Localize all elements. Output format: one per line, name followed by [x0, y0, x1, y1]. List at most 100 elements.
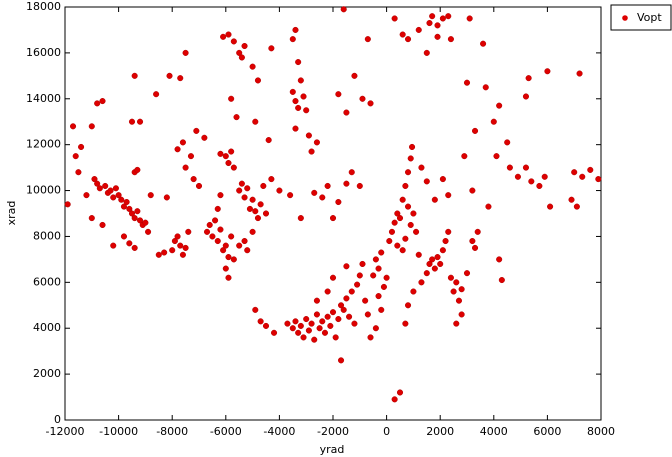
point	[136, 217, 144, 224]
y-tick-label: 14000	[26, 92, 61, 105]
point	[391, 396, 398, 403]
x-tick-label: 6000	[533, 425, 561, 438]
point	[128, 210, 136, 217]
point	[311, 189, 318, 196]
point	[190, 176, 197, 183]
point	[485, 203, 492, 210]
point	[319, 194, 326, 201]
point	[297, 322, 304, 329]
point	[335, 315, 342, 323]
point	[305, 132, 312, 139]
point	[528, 178, 535, 185]
point	[262, 210, 270, 217]
point	[480, 40, 487, 47]
legend-marker	[622, 15, 628, 21]
point	[254, 215, 262, 222]
point	[179, 251, 186, 258]
point	[228, 95, 235, 102]
point	[356, 272, 363, 279]
point	[206, 221, 213, 229]
point	[236, 49, 243, 56]
point	[161, 249, 168, 256]
point	[327, 322, 334, 329]
point	[249, 228, 256, 235]
point	[262, 322, 270, 329]
point	[292, 125, 299, 132]
x-tick-label: -6000	[210, 425, 242, 438]
y-tick-label: 16000	[26, 46, 61, 59]
point	[94, 100, 101, 107]
point	[461, 153, 468, 160]
point	[305, 327, 312, 334]
legend: Vopt	[610, 4, 672, 31]
point	[466, 15, 473, 22]
point	[324, 313, 331, 320]
point	[217, 150, 224, 157]
point	[220, 33, 227, 40]
point	[78, 143, 85, 151]
point	[115, 192, 122, 199]
point	[182, 244, 189, 251]
point	[423, 49, 430, 56]
point	[217, 192, 224, 199]
point	[364, 311, 371, 318]
x-tick-label: -12000	[46, 425, 85, 438]
point	[404, 36, 412, 43]
point	[276, 187, 283, 194]
point	[351, 72, 358, 79]
point	[364, 36, 371, 43]
point	[126, 240, 133, 247]
y-tick-label: 8000	[33, 229, 61, 242]
point	[303, 107, 310, 114]
point	[547, 203, 554, 210]
point	[434, 22, 441, 29]
point	[257, 201, 264, 208]
point	[346, 313, 353, 320]
point	[88, 123, 95, 130]
point	[217, 226, 224, 233]
y-tick-label: 4000	[33, 321, 61, 334]
point	[228, 148, 235, 155]
point	[295, 104, 302, 112]
point	[236, 242, 243, 249]
point	[482, 84, 489, 91]
point	[313, 311, 320, 318]
x-axis-label: yrad	[320, 443, 345, 456]
point	[252, 208, 259, 215]
point	[399, 196, 406, 203]
point	[354, 281, 361, 288]
point	[147, 192, 154, 199]
legend-box	[610, 4, 672, 31]
point	[222, 242, 229, 249]
point	[316, 325, 323, 332]
legend-label: Vopt	[637, 11, 662, 24]
x-tick-label: -2000	[317, 425, 349, 438]
point	[453, 279, 460, 286]
x-tick-label: 4000	[480, 425, 508, 438]
point	[166, 72, 173, 79]
point	[91, 176, 98, 183]
point	[394, 242, 401, 249]
point	[335, 91, 342, 98]
point	[134, 166, 141, 173]
point	[359, 260, 366, 268]
point	[573, 203, 580, 210]
point	[110, 242, 117, 249]
y-tick-label: 10000	[26, 184, 61, 197]
point	[268, 176, 275, 183]
point	[131, 215, 138, 222]
point	[321, 329, 329, 336]
point	[394, 210, 401, 217]
point	[343, 180, 350, 187]
point	[463, 270, 471, 277]
point	[295, 59, 302, 66]
point	[295, 329, 302, 336]
point	[270, 329, 278, 336]
point	[179, 139, 186, 146]
point	[134, 208, 141, 215]
x-tick-label: -4000	[263, 425, 295, 438]
point	[177, 242, 184, 249]
point	[185, 228, 192, 235]
point	[329, 309, 337, 316]
